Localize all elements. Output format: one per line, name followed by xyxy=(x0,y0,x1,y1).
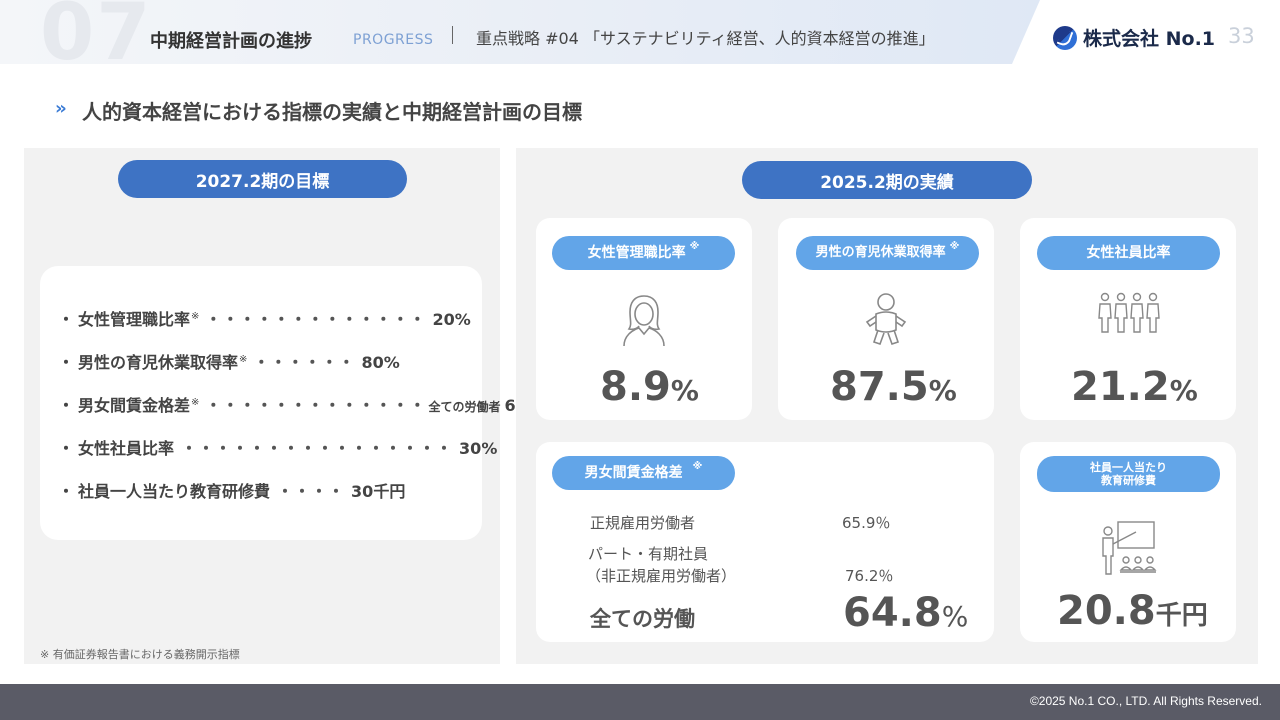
section-number: 07 xyxy=(40,0,153,78)
target-item: ・女性社員比率 ・・・・・・・・・・・・・・・・ 30% xyxy=(58,439,498,458)
part-employee-label: パート・有期社員 xyxy=(588,545,709,563)
header-band xyxy=(0,0,1040,64)
target-heading: 2027.2期の目標 xyxy=(118,160,407,198)
part-employee-sublabel: （非正規雇用労働者） xyxy=(586,567,737,585)
training-class-icon xyxy=(1098,520,1158,576)
wage-gap-label: 男女間賃金格差 ※ xyxy=(552,456,735,490)
chevron-double-right-icon: ›› xyxy=(55,98,67,119)
regular-employee-label: 正規雇用労働者 xyxy=(590,514,696,532)
target-list: ・女性管理職比率 ※ ・・・・・・・・・・・・・ 20% ・男性の育児休業取得率 ※ ・・… xyxy=(58,306,560,521)
footer-bar: ©2025 No.1 CO., LTD. All Rights Reserved… xyxy=(0,684,1280,720)
actual-heading: 2025.2期の実績 xyxy=(742,161,1032,199)
part-employee-value: 76.2％ xyxy=(845,567,894,585)
paternity-label: 男性の育児休業取得率 ※ xyxy=(796,236,979,270)
paternity-value: 87.5% xyxy=(830,364,957,410)
female-ratio-value: 21.2% xyxy=(1071,364,1198,410)
page-title: 中期経営計画の進捗 xyxy=(150,31,312,52)
target-item: ・男性の育児休業取得率 ※ ・・・・・・ 80% xyxy=(58,353,400,372)
all-workers-label: 全ての労働 xyxy=(590,607,695,631)
target-card xyxy=(40,266,482,540)
female-manager-value: 8.9% xyxy=(600,364,699,410)
all-workers-value: 64.8% xyxy=(843,590,969,636)
target-item: ・社員一人当たり教育研修費 ・・・・ 30千円 xyxy=(58,482,406,501)
copyright: ©2025 No.1 CO., LTD. All Rights Reserved… xyxy=(1029,694,1262,708)
strategy-title: 重点戦略 #04 「サステナビリティ経営、人的資本経営の推進」 xyxy=(476,29,935,48)
female-ratio-label: 女性社員比率 xyxy=(1037,236,1220,270)
progress-label: PROGRESS xyxy=(353,32,434,48)
training-label: 社員一人当たり 教育研修費 xyxy=(1037,456,1220,492)
page-number: 33 xyxy=(1228,24,1255,48)
people-group-icon xyxy=(1097,292,1161,334)
company-logo: 株式会社 No.1 xyxy=(1053,24,1215,51)
section-subtitle: 人的資本経営における指標の実績と中期経営計画の目標 xyxy=(82,100,582,124)
target-item: ・男女間賃金格差※・・・・・・・・・・・・・全ての労働者65.0% xyxy=(58,396,560,415)
woman-icon xyxy=(620,292,668,348)
regular-employee-value: 65.9％ xyxy=(842,514,891,532)
baby-icon xyxy=(862,292,910,350)
training-value: 20.8千円 xyxy=(1057,588,1208,634)
logo-text: 株式会社 No.1 xyxy=(1083,28,1216,50)
logo-mark-icon xyxy=(1053,25,1077,50)
female-manager-label: 女性管理職比率 ※ xyxy=(552,236,735,270)
header-divider xyxy=(452,26,453,44)
footnote: ※ 有価証券報告書における義務開示指標 xyxy=(40,648,240,661)
target-item: ・女性管理職比率 ※ ・・・・・・・・・・・・・ 20% xyxy=(58,310,471,329)
